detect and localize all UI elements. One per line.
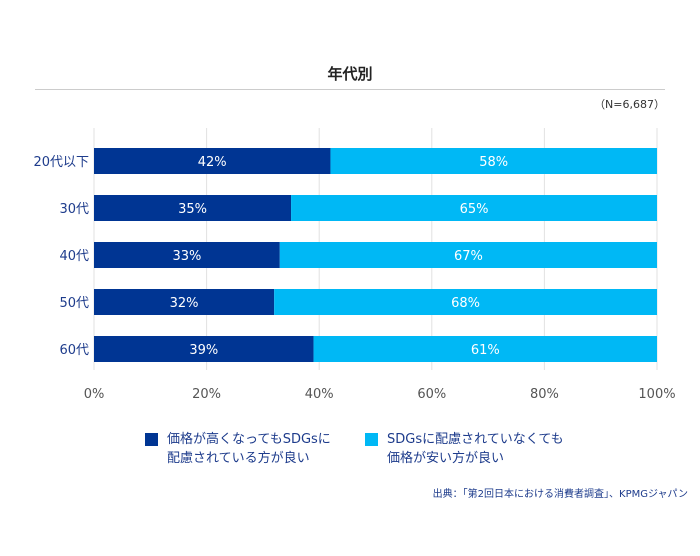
bar-segment xyxy=(313,336,657,362)
x-tick-label: 40% xyxy=(305,387,334,402)
bar-segment xyxy=(94,336,314,362)
bar-segment xyxy=(94,195,292,221)
data-label: 35% xyxy=(178,202,207,217)
source-note: 出典：「第2回日本における消費者調査」、KPMGジャパン xyxy=(432,489,688,500)
legend-label-line1: SDGsに配慮されていなくても xyxy=(387,432,564,447)
bar-segment xyxy=(94,242,280,268)
legend-item-lower-price: SDGsに配慮されていなくても 価格が安い方が良い xyxy=(365,430,564,468)
bar-segment xyxy=(279,242,657,268)
legend-item-higher-price: 価格が高くなってもSDGsに 配慮されている方が良い xyxy=(145,430,331,468)
legend-label-line2: 価格が安い方が良い xyxy=(387,451,505,466)
bar-segment xyxy=(274,289,657,315)
legend-swatch-dark xyxy=(145,433,158,446)
legend-swatch-light xyxy=(365,433,378,446)
data-label: 33% xyxy=(172,249,201,264)
x-tick-label: 100% xyxy=(638,387,675,402)
bar-segment xyxy=(94,289,275,315)
bar-segment xyxy=(94,148,331,174)
category-label: 60代 xyxy=(59,343,89,358)
data-label: 58% xyxy=(479,155,508,170)
category-label: 40代 xyxy=(59,249,89,264)
data-label: 65% xyxy=(460,202,489,217)
data-label: 42% xyxy=(198,155,227,170)
bar-segment xyxy=(291,195,657,221)
x-tick-label: 0% xyxy=(84,387,105,402)
category-label: 30代 xyxy=(59,202,89,217)
legend-label-line2: 配慮されている方が良い xyxy=(167,451,310,466)
title-divider xyxy=(35,89,665,90)
x-tick-label: 80% xyxy=(530,387,559,402)
data-label: 32% xyxy=(170,296,199,311)
chart-title: 年代別 xyxy=(327,65,373,83)
legend-label-line1: 価格が高くなってもSDGsに xyxy=(167,432,331,447)
category-label: 20代以下 xyxy=(33,155,89,170)
x-tick-label: 20% xyxy=(192,387,221,402)
data-label: 61% xyxy=(471,343,500,358)
bar-segment xyxy=(330,148,657,174)
x-tick-label: 60% xyxy=(417,387,446,402)
category-label: 50代 xyxy=(59,296,89,311)
data-label: 67% xyxy=(454,249,483,264)
sample-size-note: （N=6,687） xyxy=(594,98,665,111)
data-label: 68% xyxy=(451,296,480,311)
data-label: 39% xyxy=(189,343,218,358)
